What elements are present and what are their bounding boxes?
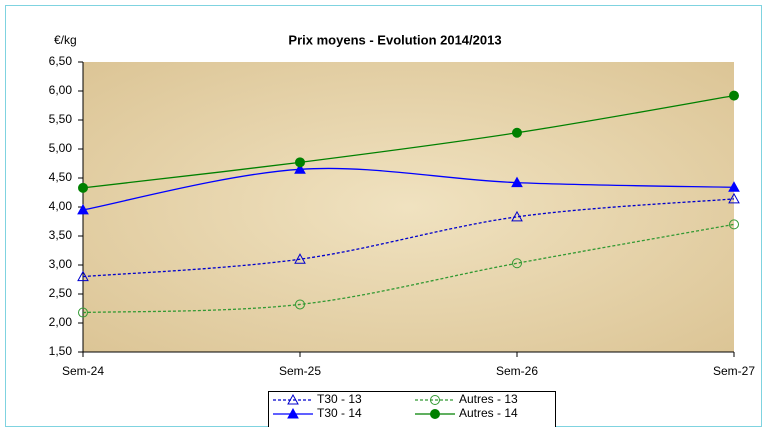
y-tick-label: 6,00 [49,83,73,97]
series-line [82,223,735,314]
y-tick-label: 2,50 [49,286,73,300]
legend-label: Autres - 13 [459,392,518,406]
legend-label: Autres - 14 [459,406,518,420]
y-tick-label: 5,50 [49,112,73,126]
marker [511,176,523,188]
marker [295,157,305,168]
chart-title: Prix moyens - Evolution 2014/2013 [288,32,501,47]
legend-label: T30 - 14 [317,406,362,420]
x-tick-label: Sem-24 [62,364,104,378]
marker [78,307,88,318]
marker [512,258,522,269]
marker [430,409,440,419]
x-tick-label: Sem-25 [279,364,321,378]
y-tick-label: 3,00 [49,257,73,271]
plot-area [83,62,734,352]
marker [512,127,522,138]
marker [729,90,739,101]
marker [287,393,299,405]
marker [294,163,306,174]
marker [729,219,739,230]
legend-label: T30 - 13 [317,392,362,406]
series-line [82,198,735,278]
series-line [82,167,735,211]
marker [728,192,740,204]
y-axis-label: €/kg [54,33,77,47]
legend [268,391,556,428]
marker [78,182,88,193]
marker [77,270,89,282]
x-tick-label: Sem-26 [496,364,538,378]
y-tick-label: 2,00 [49,315,73,329]
y-tick-label: 4,00 [49,199,73,213]
y-tick-label: 5,00 [49,141,73,155]
marker [294,253,306,264]
marker [287,407,299,419]
marker [511,210,523,222]
y-tick-label: 3,50 [49,228,73,242]
marker [430,395,440,405]
series-line [82,94,735,189]
marker [728,181,740,192]
y-tick-label: 4,50 [49,170,73,184]
y-tick-label: 1,50 [49,344,73,358]
y-tick-label: 6,50 [49,54,73,68]
marker [77,203,89,215]
marker [295,299,305,310]
x-tick-label: Sem-27 [713,364,755,378]
